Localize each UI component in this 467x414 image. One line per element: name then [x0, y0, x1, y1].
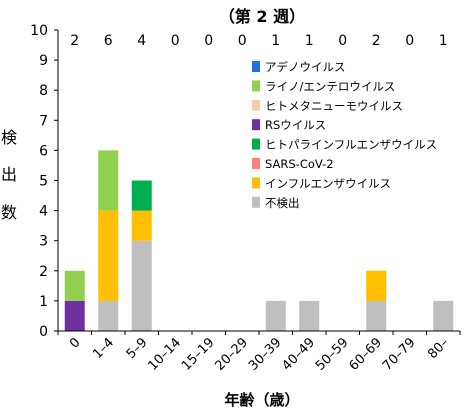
legend-label: アデノウイルス [265, 60, 346, 74]
bars [64, 150, 454, 331]
bar-segment [265, 300, 286, 331]
y-tick-label: 5 [39, 174, 48, 190]
x-tick-label: 20–29 [212, 335, 251, 374]
y-tick-label: 8 [39, 83, 48, 99]
total-count-label: 0 [405, 33, 414, 49]
bar-segment [98, 150, 119, 211]
total-count-label: 1 [439, 33, 448, 49]
bar-segment [131, 180, 152, 211]
y-tick-label: 1 [39, 294, 48, 310]
y-axis-label-char: 数 [1, 203, 17, 222]
legend-swatch [252, 138, 260, 150]
total-count-label: 2 [70, 33, 79, 49]
y-tick-label: 4 [39, 204, 48, 220]
x-tick-label: 10–14 [145, 335, 184, 374]
y-tick-label: 0 [39, 324, 48, 340]
legend-swatch [252, 80, 260, 92]
x-tick-label: 70–79 [380, 335, 419, 374]
legend-swatch [252, 196, 260, 208]
legend-swatch [252, 177, 260, 189]
legend-swatch [252, 99, 260, 111]
y-tick-label: 9 [39, 53, 48, 69]
y-tick-label: 2 [39, 264, 48, 280]
legend-label: ライノ/エンテロウイルス [265, 79, 395, 93]
legend-swatch [252, 158, 260, 169]
y-tick-label: 7 [39, 113, 48, 129]
y-tick-label: 10 [30, 23, 48, 39]
legend-swatch [252, 119, 260, 131]
total-count-label: 6 [104, 33, 113, 49]
total-count-label: 0 [171, 33, 180, 49]
y-axis-label-char: 出 [1, 165, 17, 184]
x-tick-label: 50–59 [313, 335, 352, 374]
x-tick-label: 60–69 [346, 335, 385, 374]
bar-segment [64, 270, 85, 301]
x-tick-label: 80– [425, 335, 452, 362]
total-count-label: 4 [137, 33, 146, 49]
chart-title: （第 2 週） [219, 7, 305, 26]
y-axis-label-char: 検 [1, 128, 17, 147]
x-tick-label: 5–9 [124, 335, 151, 362]
x-axis-label: 年齢（歳） [224, 391, 299, 409]
x-tick-label: 1–4 [90, 335, 117, 362]
bar-segment [98, 300, 119, 331]
x-tick-label: 0 [67, 335, 83, 351]
legend-label: ヒトパラインフルエンザウイルス [265, 138, 437, 152]
bar-segment [131, 210, 152, 241]
bar-segment [98, 210, 119, 301]
legend-label: 不検出 [265, 196, 300, 210]
axes [54, 29, 461, 335]
legend-label: RSウイルス [265, 118, 326, 132]
total-count-label: 1 [305, 33, 314, 49]
legend-label: ヒトメタニューモウイルス [265, 99, 403, 113]
bar-segment [299, 300, 320, 331]
total-count-label: 0 [338, 33, 347, 49]
x-tick-label: 40–49 [279, 335, 318, 374]
y-tick-label: 6 [39, 143, 48, 159]
x-tick-labels: 0 1–4 5–910–1415–1920–2930–3940–4950–5960–… [67, 335, 452, 374]
bar-segment [433, 300, 454, 331]
legend-label: インフルエンザウイルス [265, 176, 391, 190]
y-axis-label: 検出数 [1, 128, 17, 222]
legend-swatch [252, 61, 260, 72]
total-count-label: 2 [372, 33, 381, 49]
bar-segment [131, 240, 152, 331]
bar-segment [366, 300, 387, 331]
total-count-labels: 2 6 4 0 0 0 1 1 0 2 0 1 [70, 33, 447, 49]
bar-segment [366, 270, 387, 301]
y-tick-label: 3 [39, 234, 48, 250]
x-tick-label: 15–19 [179, 335, 218, 374]
total-count-label: 1 [271, 33, 280, 49]
y-tick-labels: 0 1 2 3 4 5 6 7 8 9 10 [30, 23, 48, 340]
legend-label: SARS-CoV-2 [265, 157, 334, 171]
total-count-label: 0 [204, 33, 213, 49]
total-count-label: 0 [238, 33, 247, 49]
bar-segment [64, 300, 85, 331]
x-tick-label: 30–39 [246, 335, 285, 374]
